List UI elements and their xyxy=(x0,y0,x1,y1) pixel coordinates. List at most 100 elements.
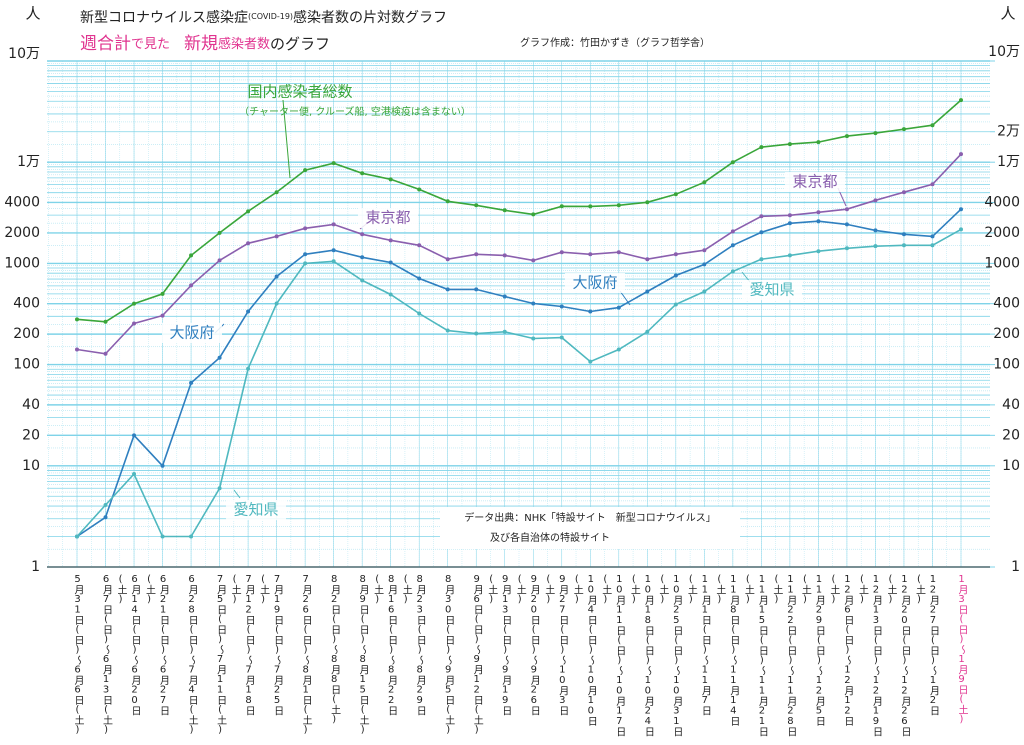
y2-tick-label: 4000 xyxy=(984,194,1020,210)
data-point xyxy=(531,336,536,341)
data-point xyxy=(901,127,906,132)
y-tick-label: 4000 xyxy=(4,194,40,210)
y-tick-label: 2000 xyxy=(4,225,40,241)
data-point xyxy=(787,213,792,218)
data-point xyxy=(502,294,507,299)
x-tick-label: 11月8日(日)〜11月14日(土) xyxy=(713,574,739,726)
data-point xyxy=(588,309,593,314)
data-point xyxy=(816,140,821,145)
label-bg xyxy=(785,172,845,192)
data-point xyxy=(75,347,79,352)
data-point xyxy=(417,243,422,248)
x-tick-label: 7月5日(日)〜7月11日(土) xyxy=(214,574,226,735)
data-point xyxy=(189,253,194,258)
y-tick-label: 1000 xyxy=(4,255,40,271)
data-point xyxy=(588,252,593,257)
data-point xyxy=(759,145,764,150)
y2-tick-label: 1万 xyxy=(997,154,1020,170)
y-tick-label: 10 xyxy=(22,458,40,474)
y2-tick-label: 100 xyxy=(993,357,1020,373)
data-point xyxy=(331,222,336,227)
data-point xyxy=(702,289,707,294)
data-point xyxy=(844,134,849,139)
data-point xyxy=(616,203,621,208)
data-point xyxy=(445,199,450,204)
data-point xyxy=(103,319,108,324)
x-tick-label: 12月27日(日)〜1月2日(土) xyxy=(913,574,939,715)
series-label: 国内感染者総数 xyxy=(247,83,352,101)
data-point xyxy=(303,168,308,173)
data-point xyxy=(816,219,821,224)
data-point xyxy=(588,359,593,364)
data-point xyxy=(730,160,735,165)
data-point xyxy=(959,152,963,157)
data-point xyxy=(189,380,194,385)
data-point xyxy=(246,309,251,314)
data-point xyxy=(360,278,365,283)
data-point xyxy=(103,351,108,356)
data-point xyxy=(474,203,479,208)
data-point xyxy=(502,253,507,258)
data-point xyxy=(388,238,393,243)
data-point xyxy=(132,433,137,438)
data-point xyxy=(360,171,365,176)
data-point xyxy=(645,257,650,262)
data-point xyxy=(103,515,108,520)
data-point xyxy=(217,486,222,491)
x-tick-label: 11月22日(日)〜11月28日(土) xyxy=(770,574,796,736)
data-point xyxy=(445,257,450,262)
data-point xyxy=(873,228,878,233)
data-point xyxy=(930,243,935,248)
data-point xyxy=(246,209,251,214)
data-point xyxy=(930,234,935,239)
data-point xyxy=(531,301,536,306)
data-point xyxy=(901,243,906,248)
data-point xyxy=(787,221,792,226)
y-tick-label: 10万 xyxy=(8,46,40,62)
y2-tick-label: 400 xyxy=(993,296,1020,312)
x-tick-label: 10月18日(日)〜10月24日(土) xyxy=(628,574,654,736)
data-point xyxy=(959,207,963,212)
x-tick-label: 10月25日(日)〜10月31日(土) xyxy=(656,574,682,736)
data-point xyxy=(816,249,821,254)
data-point xyxy=(959,98,963,103)
x-tick-label: 9月20日(日)〜9月26日(土) xyxy=(514,574,540,715)
data-point xyxy=(160,291,165,296)
x-tick-label: 10月11日(日)〜10月17日(土) xyxy=(599,574,625,736)
label-bg xyxy=(226,500,286,520)
data-point xyxy=(360,232,365,237)
data-point xyxy=(673,273,678,278)
y2-unit: 人 xyxy=(1000,5,1015,23)
x-tick-label: 12月6日(日)〜12月12日(土) xyxy=(827,574,853,726)
data-point xyxy=(388,260,393,265)
y2-tick-label: 2万 xyxy=(997,124,1020,140)
data-point xyxy=(559,335,564,340)
data-point xyxy=(559,204,564,209)
x-tick-label: 6月14日(日)〜6月20日(土) xyxy=(115,574,141,715)
y-tick-label: 400 xyxy=(13,296,40,312)
y2-tick-label: 20 xyxy=(1002,427,1020,443)
y2-tick-label: 10万 xyxy=(988,44,1020,60)
data-point xyxy=(787,142,792,147)
y-tick-label: 1万 xyxy=(17,154,40,170)
label-bg xyxy=(565,273,625,293)
data-point xyxy=(103,502,108,507)
data-point xyxy=(645,200,650,205)
leader-line xyxy=(233,489,241,499)
data-point xyxy=(702,262,707,267)
data-point xyxy=(474,331,479,336)
y-tick-label: 20 xyxy=(22,427,40,443)
data-point xyxy=(132,471,137,476)
data-point xyxy=(217,230,222,235)
data-point xyxy=(132,321,137,326)
data-point xyxy=(645,329,650,334)
x-tick-label: 8月16日(日)〜8月22日(土) xyxy=(371,574,397,715)
x-tick-label: 6月21日(日)〜6月27日(土) xyxy=(143,574,169,715)
y2-tick-label: 200 xyxy=(993,326,1020,342)
series-label: 大阪府 xyxy=(572,274,617,292)
data-point xyxy=(160,534,165,539)
series-label: 東京都 xyxy=(365,209,410,227)
data-point xyxy=(730,229,735,234)
x-tick-label: 1月3日(日)〜1月9日(土) xyxy=(956,574,967,725)
